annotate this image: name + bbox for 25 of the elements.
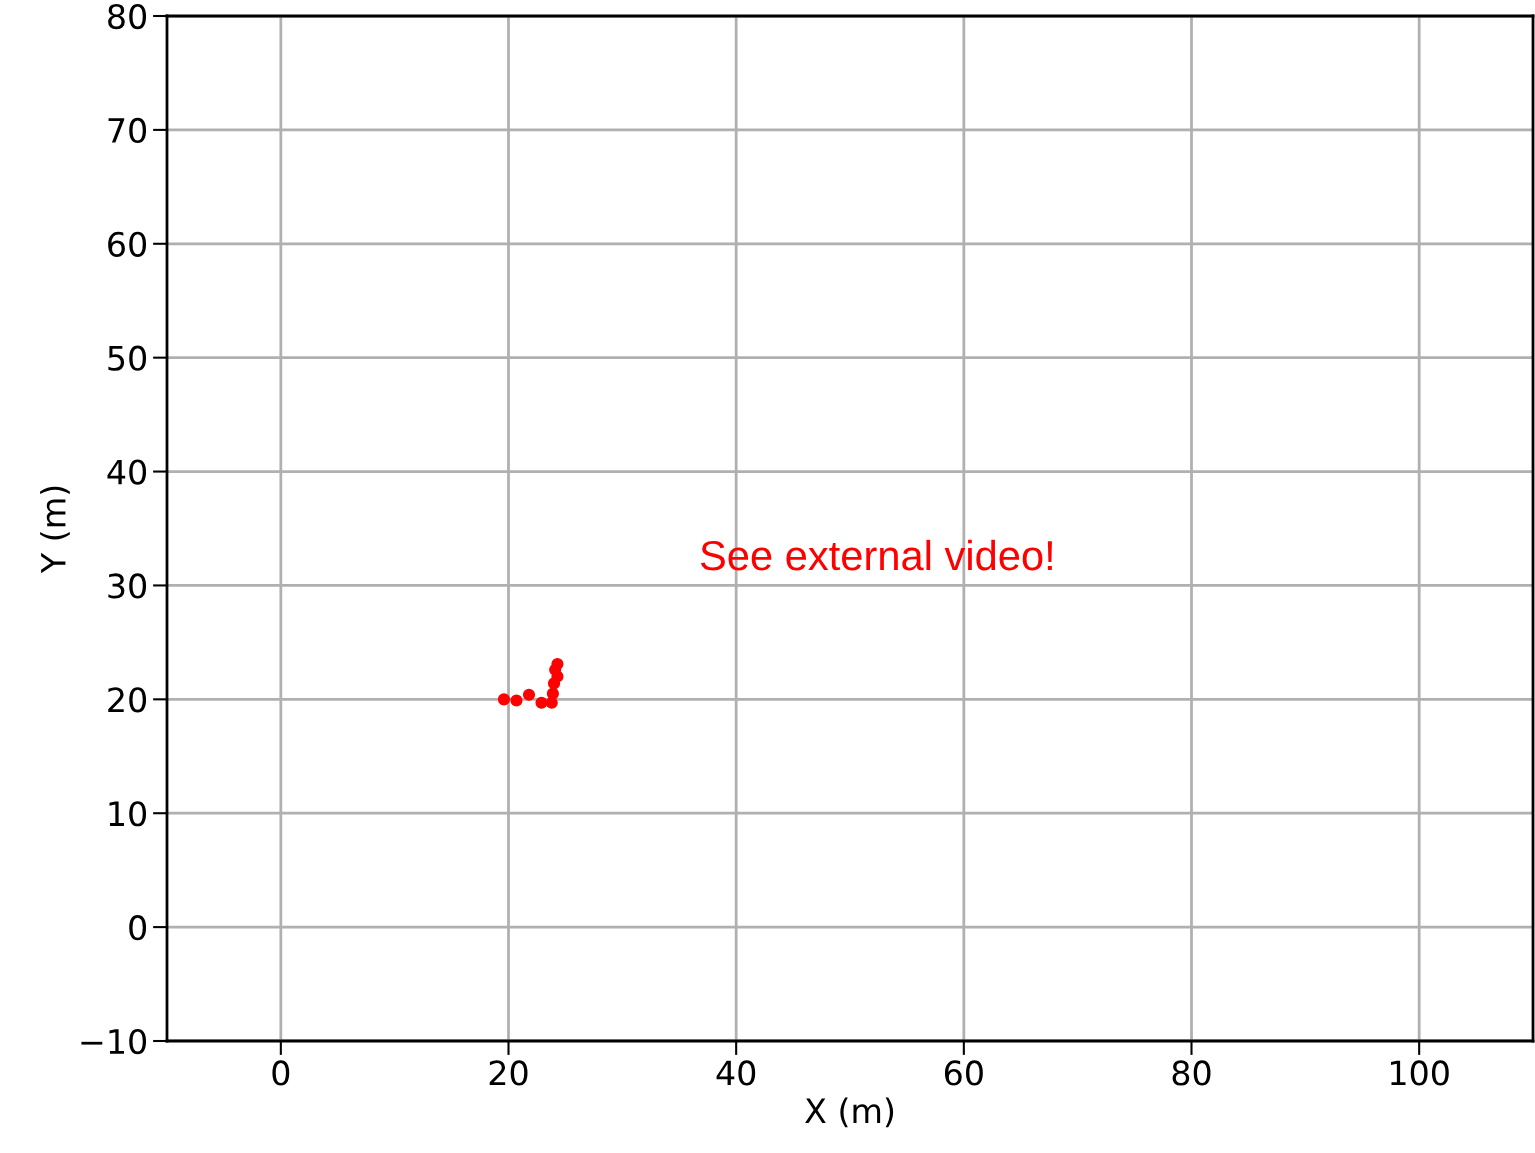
x-axis-title: X (m) [805,1097,894,1128]
y-tick-label: 30 [108,573,147,599]
point [510,694,523,707]
x-tick-label: 20 [489,1060,528,1086]
y-tick-label: 50 [108,345,147,371]
y-tick-label: −10 [81,1028,147,1055]
annotation: See external video! [700,539,1052,571]
y-tick-label: 60 [108,231,147,257]
y-axis-title: Y (m) [40,486,70,574]
point [546,687,559,700]
point [522,688,536,701]
x-tick-label: 60 [944,1060,983,1086]
y-tick-label: 10 [109,801,147,827]
y-tick-label: 70 [108,117,147,144]
x-tick-label: 100 [1391,1060,1449,1086]
x-tick-label: 0 [272,1060,290,1086]
y-tick-label: 0 [129,915,147,941]
point [497,693,511,706]
y-tick-label: 20 [108,687,147,713]
point [551,657,564,671]
y-tick-label: 80 [108,3,147,30]
x-tick-label: 80 [1172,1060,1211,1086]
y-tick-label: 40 [107,459,147,485]
x-tick-label: 40 [716,1060,756,1086]
point [535,696,548,709]
